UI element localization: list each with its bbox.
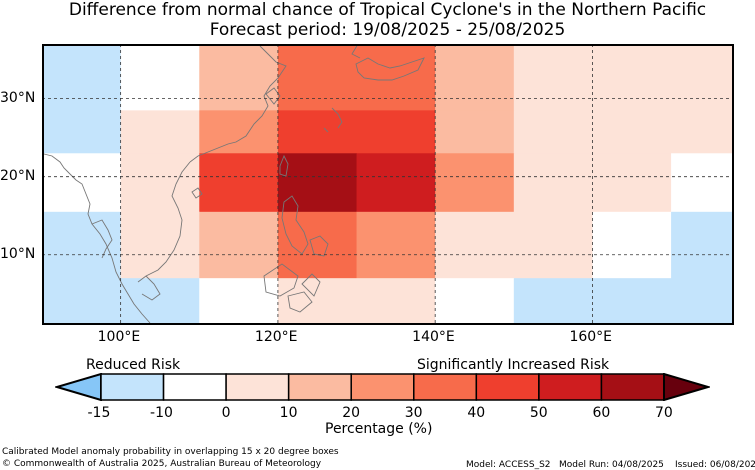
anomaly-cell xyxy=(513,211,593,279)
map-frame xyxy=(42,44,734,325)
colorbar-tick-label: 60 xyxy=(592,405,611,421)
longitude-tick-label: 120°E xyxy=(254,329,298,345)
anomaly-cell xyxy=(277,110,436,154)
anomaly-cell xyxy=(277,44,436,111)
colorbar-under-arrow xyxy=(55,373,102,401)
longitude-tick-label: 160°E xyxy=(569,329,613,345)
anomaly-cell xyxy=(42,44,122,111)
latitude-tick-label: 20°N xyxy=(0,167,36,184)
anomaly-cell xyxy=(199,211,279,279)
anomaly-cell xyxy=(435,153,515,213)
latitude-tick-label: 10°N xyxy=(0,245,36,262)
anomaly-map xyxy=(42,44,734,325)
anomaly-cell xyxy=(199,44,279,111)
colorbar-tick-label: -10 xyxy=(150,405,173,421)
map-title: Difference from normal chance of Tropica… xyxy=(68,0,707,20)
colorbar-tick-label: 40 xyxy=(467,405,486,421)
colorbar-tick-label: 20 xyxy=(342,405,361,421)
anomaly-cell xyxy=(356,153,436,213)
colorbar-swatch xyxy=(287,373,352,401)
colorbar-axis-label: Percentage (%) xyxy=(325,421,433,437)
anomaly-cell xyxy=(513,153,593,213)
anomaly-cell xyxy=(120,278,200,325)
anomaly-cell xyxy=(592,211,672,279)
anomaly-cell xyxy=(356,211,436,279)
anomaly-cell xyxy=(199,153,279,213)
anomaly-cell xyxy=(120,110,200,154)
colorbar-swatch xyxy=(225,373,290,401)
latitude-tick-label: 30°N xyxy=(0,89,36,106)
increased-risk-label: Significantly Increased Risk xyxy=(417,357,610,373)
colorbar xyxy=(55,373,710,401)
colorbar-swatch xyxy=(162,373,227,401)
anomaly-cell xyxy=(120,44,200,111)
colorbar-tick-label: 50 xyxy=(529,405,548,421)
anomaly-cell xyxy=(592,153,672,213)
longitude-tick-label: 140°E xyxy=(412,329,455,345)
anomaly-cell xyxy=(513,110,593,154)
colorbar-tick-label: 70 xyxy=(655,405,673,421)
colorbar-swatch xyxy=(413,373,478,401)
colorbar-over-arrow xyxy=(663,373,710,401)
colorbar-swatch xyxy=(475,373,540,401)
footer-description: Calibrated Model anomaly probability in … xyxy=(2,447,339,457)
footer-issued: Issued: 06/08/2025 xyxy=(675,460,755,470)
anomaly-cell xyxy=(42,153,122,213)
anomaly-cell xyxy=(671,211,734,279)
colorbar-swatch xyxy=(538,373,603,401)
colorbar-tick-label: -15 xyxy=(87,405,111,421)
longitude-tick-label: 100°E xyxy=(97,329,141,345)
footer-model-run: Model Run: 04/08/2025 xyxy=(559,460,664,470)
colorbar-swatch xyxy=(100,373,165,401)
anomaly-cell xyxy=(120,211,200,279)
anomaly-cell xyxy=(42,211,122,279)
footer-copyright: © Commonwealth of Australia 2025, Austra… xyxy=(2,459,322,469)
forecast-period: Forecast period: 19/08/2025 - 25/08/2025 xyxy=(209,20,566,40)
anomaly-cell xyxy=(435,211,515,279)
anomaly-cell xyxy=(42,278,122,325)
graticule xyxy=(42,44,734,325)
anomaly-cell xyxy=(671,153,734,213)
colorbar-tick-label: 10 xyxy=(279,405,298,421)
anomaly-cell xyxy=(435,110,515,154)
anomaly-cell xyxy=(120,153,200,213)
anomaly-cell xyxy=(277,153,358,213)
anomaly-cell xyxy=(513,278,734,325)
anomaly-cell xyxy=(199,110,279,154)
reduced-risk-label: Reduced Risk xyxy=(86,357,181,373)
anomaly-cell xyxy=(435,278,515,325)
coastline xyxy=(43,44,425,324)
anomaly-cell xyxy=(513,44,734,111)
anomaly-cell xyxy=(435,44,515,111)
colorbar-swatch xyxy=(350,373,415,401)
colorbar-tick-label: 30 xyxy=(404,405,423,421)
anomaly-cell xyxy=(42,110,122,154)
footer-model: Model: ACCESS_S2 xyxy=(466,460,551,470)
anomaly-cell xyxy=(592,110,734,154)
anomaly-cell xyxy=(199,278,279,325)
anomaly-cell xyxy=(277,278,436,325)
anomaly-cell xyxy=(277,211,358,279)
colorbar-swatch xyxy=(600,373,665,401)
colorbar-tick-label: 0 xyxy=(221,405,231,421)
